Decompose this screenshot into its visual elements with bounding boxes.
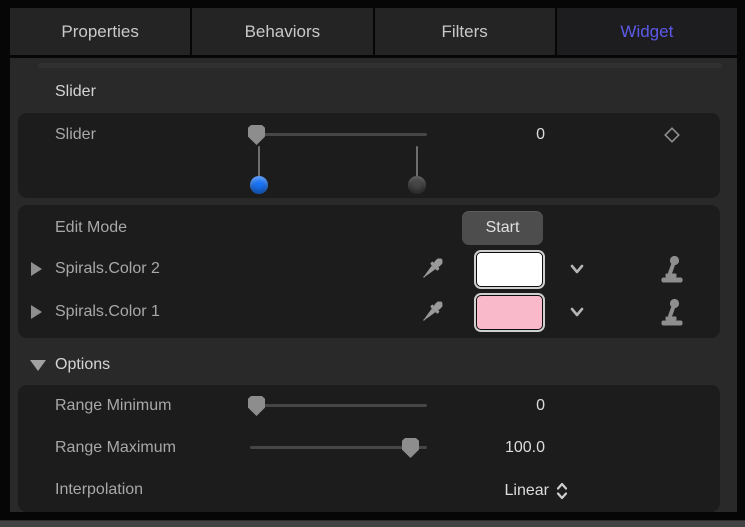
snapshot-stem (258, 146, 260, 178)
content-top-divider (38, 63, 722, 68)
rig-group: Edit Mode Start Spirals.Color 2 (18, 205, 720, 338)
slider-value[interactable]: 0 (536, 126, 545, 143)
range-maximum-track[interactable] (250, 446, 427, 449)
edit-mode-start-button[interactable]: Start (462, 211, 543, 245)
disclosure-triangle-icon[interactable] (31, 305, 42, 319)
popup-chevrons-icon (556, 482, 568, 500)
slider-row-label: Slider (55, 126, 96, 143)
options-group: Range Minimum 0 Range Maximum 100.0 Inte… (18, 385, 720, 512)
interpolation-value: Linear (504, 482, 549, 499)
snapshot-marker[interactable] (408, 143, 426, 194)
range-maximum-thumb[interactable] (402, 438, 419, 458)
rig-joystick-icon[interactable] (658, 296, 686, 330)
slider-group: Slider 0 (18, 113, 720, 198)
options-section-header[interactable]: Options (30, 354, 110, 376)
options-section-title: Options (55, 356, 111, 373)
snapshot-marker-selected[interactable] (250, 143, 268, 194)
tab-behaviors[interactable]: Behaviors (192, 8, 373, 55)
eyedropper-icon[interactable] (416, 296, 448, 328)
range-maximum-value[interactable]: 100.0 (504, 439, 545, 456)
eyedropper-icon[interactable] (416, 253, 448, 285)
slider-section-title: Slider (55, 83, 96, 100)
interpolation-label: Interpolation (55, 481, 144, 498)
inspector-tab-bar: Properties Behaviors Filters Widget (10, 8, 737, 58)
range-minimum-track[interactable] (250, 404, 427, 407)
tab-filters[interactable]: Filters (374, 8, 555, 55)
slider-track[interactable] (250, 133, 427, 136)
range-minimum-label: Range Minimum (55, 397, 172, 414)
edit-mode-label: Edit Mode (55, 219, 128, 236)
range-minimum-thumb[interactable] (248, 396, 265, 416)
slider-thumb[interactable] (248, 125, 265, 145)
window-bottom-edge (0, 520, 745, 527)
disclosure-triangle-down-icon[interactable] (30, 359, 46, 371)
chevron-down-icon[interactable] (570, 263, 584, 275)
chevron-down-icon[interactable] (570, 306, 584, 318)
color-swatch-pink[interactable] (476, 295, 543, 330)
keyframe-diamond-icon[interactable] (661, 124, 683, 146)
snapshot-knob-gray[interactable] (408, 176, 426, 194)
color-row-label: Spirals.Color 2 (55, 260, 160, 277)
snapshot-stem (416, 146, 418, 178)
rig-joystick-icon[interactable] (658, 253, 686, 287)
color-swatch-white[interactable] (476, 252, 543, 287)
range-maximum-label: Range Maximum (55, 439, 176, 456)
interpolation-popup[interactable]: Linear (505, 480, 568, 502)
disclosure-triangle-icon[interactable] (31, 262, 42, 276)
tab-properties[interactable]: Properties (10, 8, 191, 55)
snapshot-knob-blue[interactable] (250, 176, 268, 194)
tab-widget[interactable]: Widget (556, 8, 737, 55)
widget-inspector-panel: Properties Behaviors Filters Widget Slid… (10, 8, 737, 512)
color-row-label: Spirals.Color 1 (55, 303, 160, 320)
range-minimum-value[interactable]: 0 (536, 397, 545, 414)
